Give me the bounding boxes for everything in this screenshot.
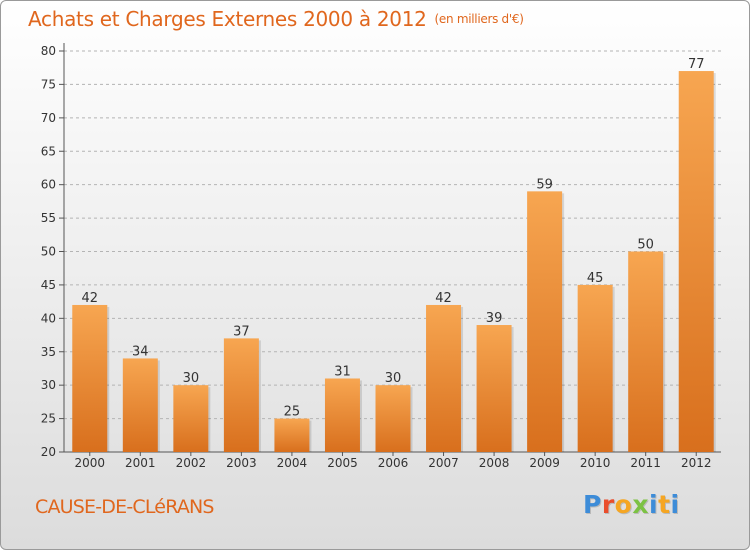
bar xyxy=(678,71,714,453)
x-tick-label: 2004 xyxy=(277,456,308,470)
proxiti-logo: Proxiti xyxy=(583,490,680,519)
data-labels: 42 34 30 37 25 31 30 42 39 59 45 50 77 xyxy=(81,57,704,420)
data-label: 30 xyxy=(385,371,402,386)
x-tick-label: 2001 xyxy=(125,456,156,470)
logo-letter: P xyxy=(583,490,602,519)
grid-lines xyxy=(64,50,721,420)
data-label: 77 xyxy=(688,57,705,72)
bar xyxy=(274,418,310,452)
y-tick-label: 35 xyxy=(41,345,56,359)
chart-title: Achats et Charges Externes 2000 à 2012 (e… xyxy=(28,7,524,31)
data-label: 59 xyxy=(536,177,553,192)
y-tick-label: 40 xyxy=(41,311,56,325)
logo-letter: i xyxy=(649,490,659,519)
data-label: 31 xyxy=(334,364,351,379)
bars xyxy=(72,71,716,453)
y-tick-label: 55 xyxy=(41,211,56,225)
y-tick-label: 75 xyxy=(41,77,56,91)
y-tick-label: 20 xyxy=(41,445,56,459)
data-label: 39 xyxy=(486,311,503,326)
bar xyxy=(223,338,259,452)
bar xyxy=(426,304,462,452)
commune-name: CAUSE-DE-CLéRANS xyxy=(35,496,215,518)
bar xyxy=(324,378,360,452)
axes: 20 25 30 35 40 45 50 55 60 65 70 75 80 2000 2001 2002 20… xyxy=(41,43,721,470)
x-tick-label: 2002 xyxy=(176,456,207,470)
bar xyxy=(628,251,664,452)
data-label: 50 xyxy=(637,238,654,253)
y-tick-label: 30 xyxy=(41,378,56,392)
logo-letter: i xyxy=(670,490,680,519)
data-label: 25 xyxy=(284,405,301,420)
logo-letter: o xyxy=(614,490,633,519)
x-tick-label: 2007 xyxy=(428,456,459,470)
y-tick-label: 45 xyxy=(41,278,56,292)
y-tick-label: 25 xyxy=(41,412,56,426)
data-label: 34 xyxy=(132,344,149,359)
y-tick-label: 80 xyxy=(41,44,56,58)
x-tick-label: 2012 xyxy=(681,456,712,470)
x-tick-label: 2008 xyxy=(479,456,510,470)
y-tick-label: 50 xyxy=(41,245,56,259)
chart-title-text: Achats et Charges Externes 2000 à 2012 xyxy=(28,7,427,31)
x-tick-label: 2003 xyxy=(226,456,257,470)
bar xyxy=(173,385,209,452)
y-tick-label: 60 xyxy=(41,178,56,192)
bar xyxy=(122,358,158,452)
bar xyxy=(72,304,108,452)
bar xyxy=(375,385,411,452)
x-tick-label: 2006 xyxy=(378,456,409,470)
bar xyxy=(577,284,613,452)
chart-title-unit: (en milliers d'€) xyxy=(434,12,524,26)
y-tick-label: 70 xyxy=(41,111,56,125)
data-label: 42 xyxy=(435,291,452,306)
logo-letter: r xyxy=(601,490,615,519)
y-tick-label: 65 xyxy=(41,144,56,158)
x-tick-label: 2009 xyxy=(529,456,560,470)
logo-letter: t xyxy=(658,490,671,519)
data-label: 45 xyxy=(587,271,604,286)
x-tick-label: 2005 xyxy=(327,456,358,470)
logo-letter: x xyxy=(632,490,649,519)
bar xyxy=(527,191,563,452)
bar xyxy=(476,325,512,452)
x-tick-label: 2000 xyxy=(74,456,105,470)
x-tick-label: 2010 xyxy=(580,456,611,470)
data-label: 37 xyxy=(233,324,250,339)
x-tick-label: 2011 xyxy=(630,456,661,470)
data-label: 42 xyxy=(81,291,98,306)
data-label: 30 xyxy=(183,371,200,386)
